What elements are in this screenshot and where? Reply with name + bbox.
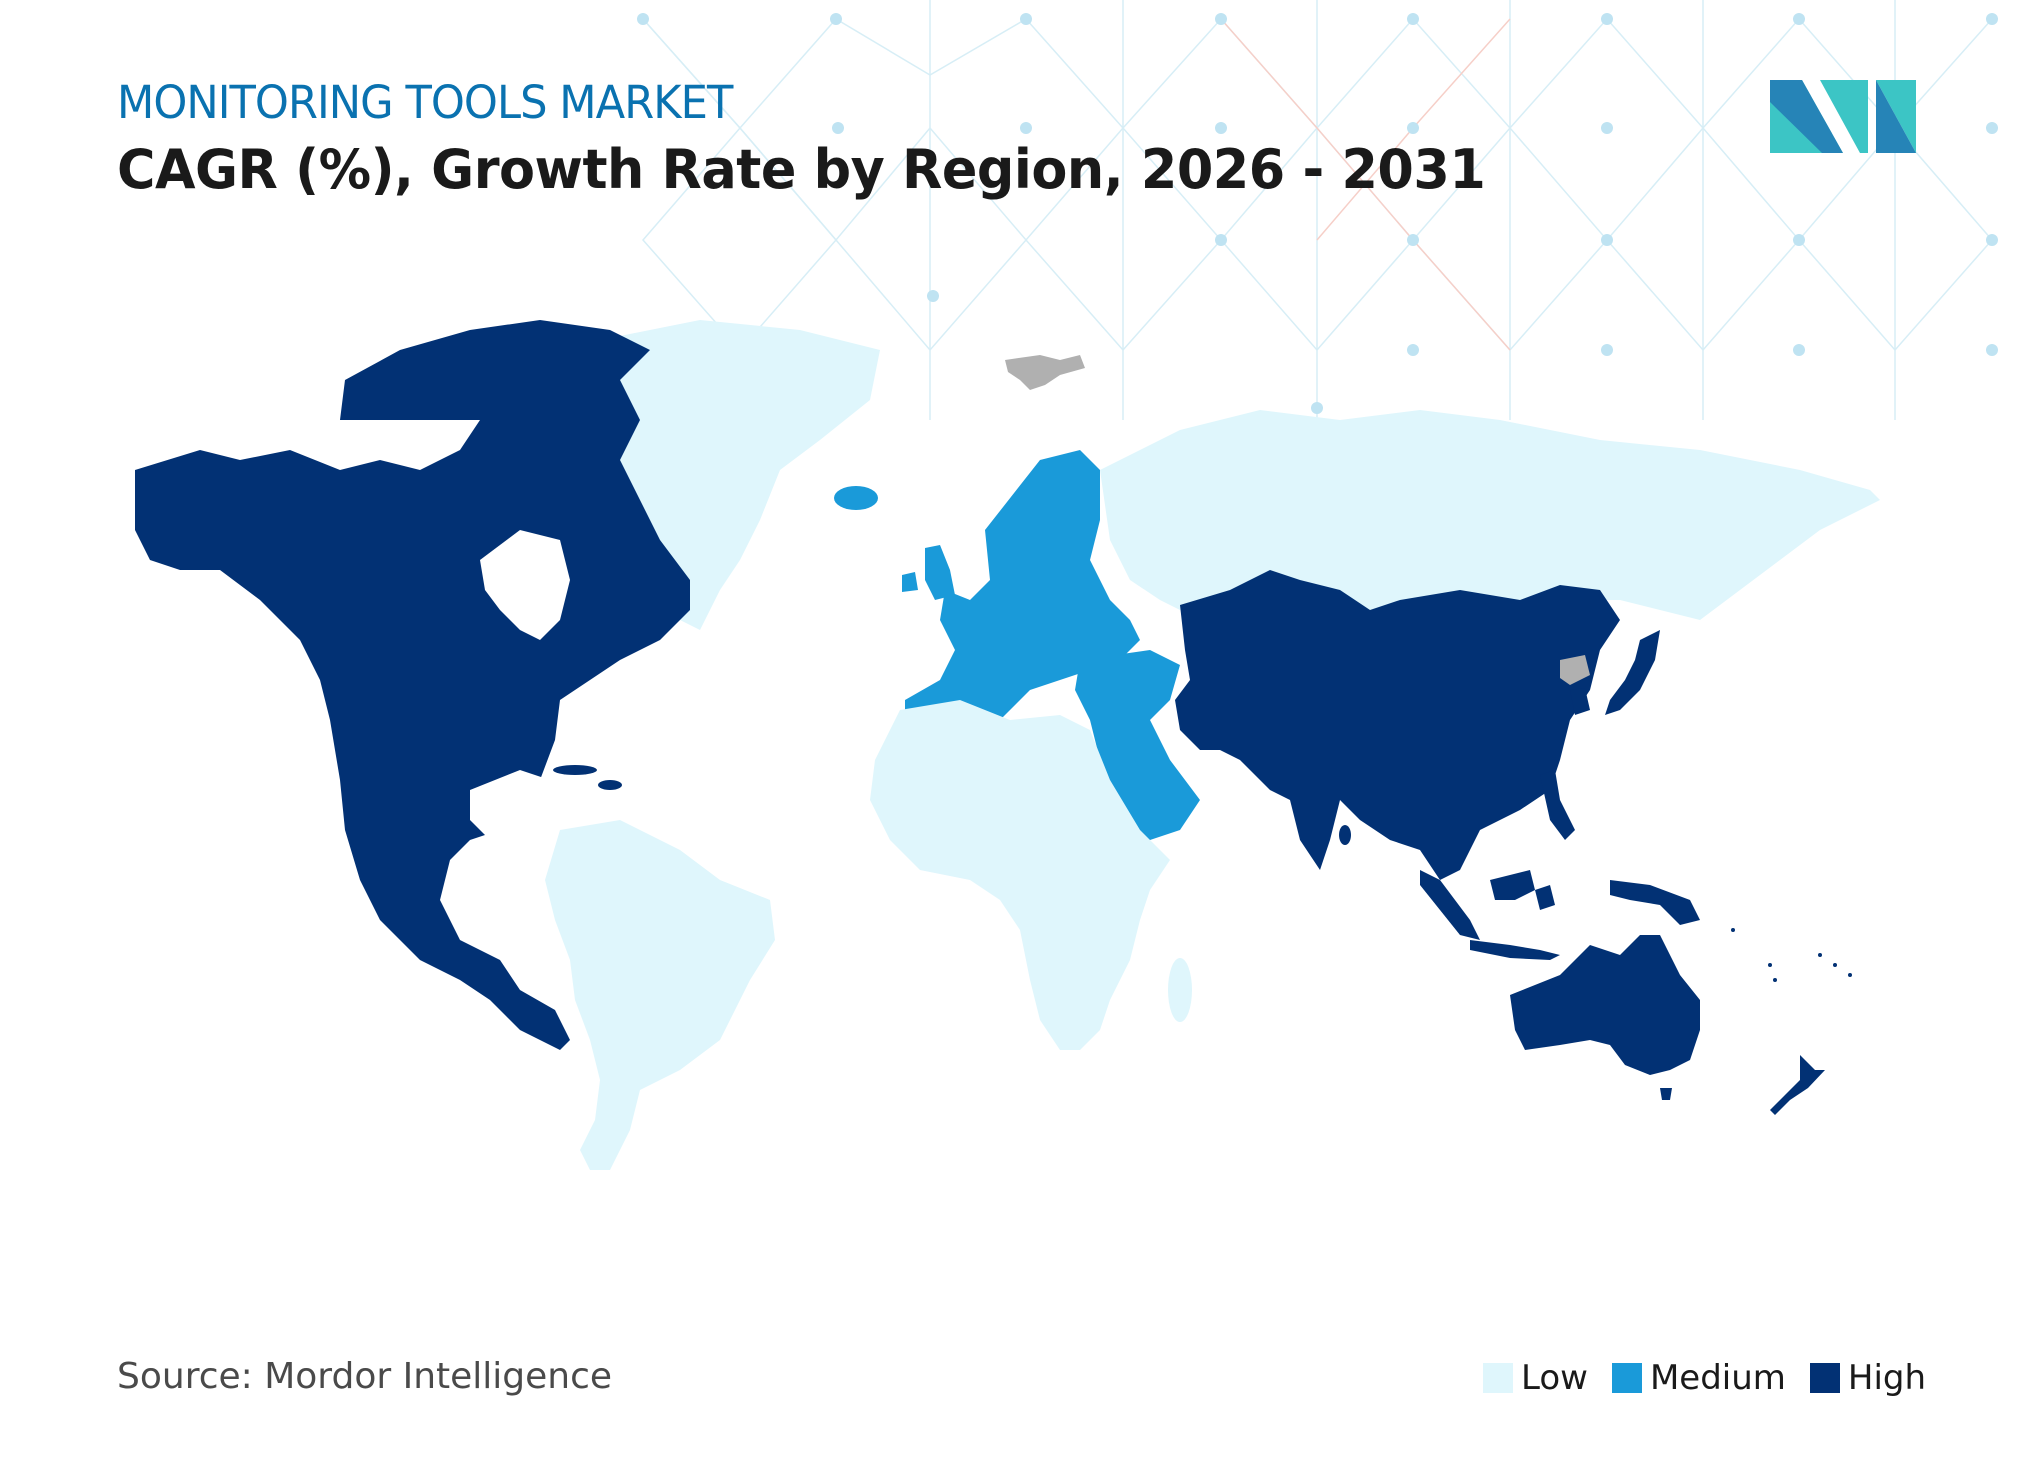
region-south-korea[interactable] <box>1570 688 1590 715</box>
legend-swatch-high <box>1809 1363 1840 1393</box>
region-new-zealand[interactable] <box>1770 1055 1825 1115</box>
region-asia[interactable] <box>1175 570 1620 880</box>
region-south-america[interactable] <box>545 820 775 1170</box>
legend: Low Medium High <box>1483 1356 1926 1400</box>
region-japan[interactable] <box>1605 630 1660 715</box>
region-sri-lanka <box>1339 825 1351 845</box>
region-madagascar[interactable] <box>1168 958 1192 1022</box>
chart-title: CAGR (%), Growth Rate by Region, 2026 - … <box>117 138 1486 201</box>
legend-item-high: High <box>1809 1358 1927 1398</box>
legend-label-low: Low <box>1521 1358 1588 1398</box>
market-subtitle: MONITORING TOOLS MARKET <box>117 76 733 129</box>
region-uk-ireland[interactable] <box>902 545 955 600</box>
southeast-asia-islands[interactable] <box>1420 770 1700 960</box>
mordor-intelligence-logo-icon <box>1770 80 1916 153</box>
region-russia[interactable] <box>1100 410 1880 620</box>
legend-label-high: High <box>1847 1358 1927 1398</box>
legend-item-medium: Medium <box>1611 1358 1786 1398</box>
region-svalbard <box>1005 355 1085 390</box>
region-australia[interactable] <box>1510 935 1700 1075</box>
legend-swatch-medium <box>1611 1363 1642 1393</box>
pacific-islands <box>1731 928 1852 982</box>
source-attribution: Source: Mordor Intelligence <box>117 1356 613 1397</box>
hudson-bay <box>480 530 570 640</box>
legend-item-low: Low <box>1483 1358 1588 1398</box>
background-network-pattern <box>637 0 1998 420</box>
gulf-of-mexico <box>470 770 550 840</box>
caribbean-islands <box>553 765 622 790</box>
region-north-korea <box>1560 655 1590 685</box>
legend-swatch-low <box>1483 1363 1513 1393</box>
region-iceland[interactable] <box>834 486 878 510</box>
region-north-america[interactable] <box>135 320 690 1050</box>
region-middle-east[interactable] <box>1075 650 1200 840</box>
legend-label-medium: Medium <box>1649 1358 1786 1398</box>
region-africa[interactable] <box>870 700 1170 1050</box>
region-tasmania <box>1660 1088 1672 1100</box>
